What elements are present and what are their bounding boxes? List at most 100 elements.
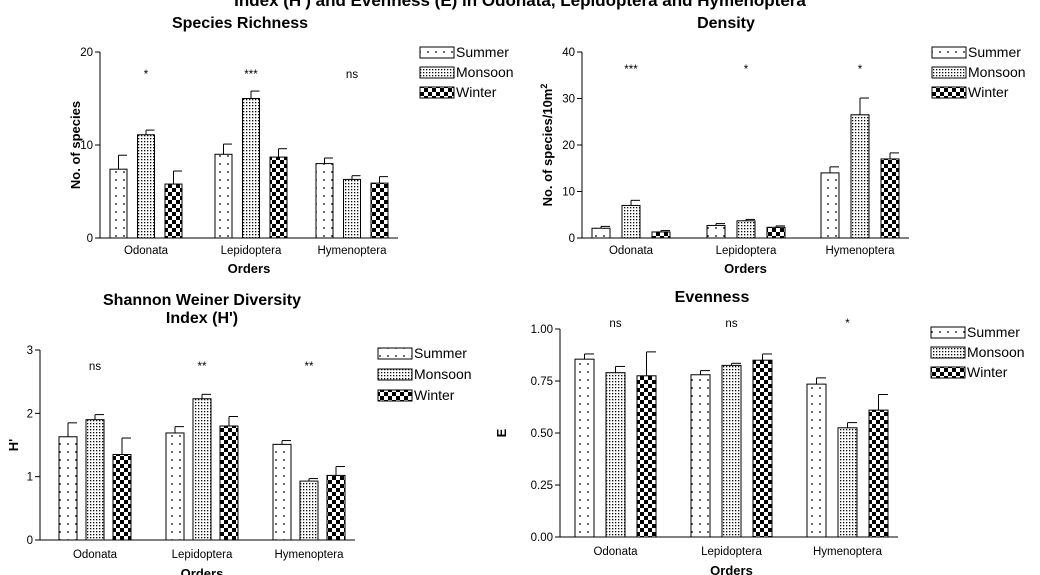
species-richness-y-label: No. of species (68, 101, 83, 189)
shannon-diversity-legend-label-monsoon: Monsoon (414, 366, 472, 382)
shannon-diversity-x-label: Orders (181, 566, 224, 575)
species-richness-y-tick-label: 0 (87, 233, 93, 245)
density-y-tick-label: 30 (562, 94, 575, 106)
shannon-diversity-bar-monsoon-odonata (85, 419, 105, 541)
species-richness-significance-label: * (144, 69, 149, 81)
evenness-y-tick-label: 0.00 (531, 532, 553, 544)
shannon-diversity-y-label: H' (6, 439, 21, 451)
shannon-diversity-bar-winter-lepidoptera (219, 425, 239, 541)
shannon-diversity-bar-monsoon-lepidoptera (192, 398, 212, 541)
species-richness-bar-monsoon-lepidoptera (242, 98, 260, 239)
evenness-x-label: Orders (710, 563, 753, 575)
density-bar-winter-odonata (651, 231, 671, 239)
density-legend-label-winter: Winter (968, 84, 1009, 100)
shannon-diversity-category-label: Odonata (73, 549, 118, 561)
shannon-diversity-bar-summer-lepidoptera (165, 432, 185, 541)
density-y-label: No. of species/10m2 (539, 84, 555, 207)
density-legend-swatch-monsoon (931, 66, 967, 79)
density-significance-label: * (858, 64, 863, 76)
species-richness-legend-label-monsoon: Monsoon (456, 64, 514, 80)
shannon-diversity-title: Index (H') (166, 310, 238, 327)
evenness-bar-winter-hymenoptera (868, 409, 889, 538)
species-richness-bar-summer-odonata (109, 168, 128, 239)
evenness-bar-summer-lepidoptera (690, 374, 711, 538)
density-bar-summer-lepidoptera (706, 224, 726, 239)
figure-title: Index (H') and Evenness (E) in Odonata, … (234, 0, 806, 10)
evenness-category-label: Hymenoptera (813, 546, 883, 558)
evenness-legend-label-monsoon: Monsoon (967, 344, 1025, 360)
evenness-bar-monsoon-odonata (605, 372, 626, 538)
evenness-significance-label: * (845, 318, 850, 330)
evenness-bar-monsoon-lepidoptera (721, 364, 742, 538)
species-richness-bar-summer-hymenoptera (315, 163, 334, 239)
species-richness-bar-winter-lepidoptera (269, 156, 288, 239)
density-chart: Density 0 10 20 30 40 No. of species/10m2 Odona… (539, 15, 1026, 276)
evenness-bar-monsoon-hymenoptera (837, 427, 858, 538)
shannon-diversity-legend-swatch-monsoon (377, 368, 413, 381)
species-richness-significance-label: *** (244, 69, 258, 81)
evenness-chart: Evenness 0.00 0.25 0.50 0.75 1.00 E Odonata ns Le… (494, 289, 1025, 575)
shannon-diversity-y-tick-label: 3 (27, 345, 33, 357)
evenness-legend-swatch-summer (930, 326, 966, 339)
density-y-label-sup: 2 (539, 84, 549, 89)
density-legend-label-summer: Summer (968, 44, 1021, 60)
density-significance-label: * (744, 64, 749, 76)
density-category-label: Lepidoptera (716, 245, 777, 257)
evenness-y-tick-label: 0.25 (531, 480, 553, 492)
evenness-legend-label-summer: Summer (967, 324, 1020, 340)
evenness-bar-summer-hymenoptera (806, 383, 827, 538)
species-richness-legend-swatch-monsoon (419, 66, 455, 79)
density-legend-label-monsoon: Monsoon (968, 64, 1026, 80)
density-title: Density (697, 15, 755, 32)
density-bar-summer-hymenoptera (820, 172, 840, 239)
density-bar-monsoon-hymenoptera (850, 114, 870, 239)
species-richness-chart: Species Richness 0 10 20 No. of species Odona… (68, 15, 514, 276)
species-richness-y-tick-label: 20 (80, 47, 93, 59)
evenness-bar-summer-odonata (574, 358, 595, 538)
shannon-diversity-title: Shannon Weiner Diversity (103, 292, 301, 309)
shannon-diversity-y-tick-label: 1 (27, 472, 33, 484)
evenness-legend-swatch-monsoon (930, 346, 966, 359)
shannon-diversity-category-label: Hymenoptera (274, 549, 344, 561)
evenness-y-tick-label: 0.75 (531, 376, 553, 388)
shannon-diversity-legend-swatch-winter (377, 389, 413, 402)
density-category-label: Hymenoptera (825, 245, 895, 257)
species-richness-y-tick-label: 10 (80, 140, 93, 152)
density-bar-winter-lepidoptera (766, 226, 786, 239)
species-richness-legend-label-summer: Summer (456, 44, 509, 60)
shannon-diversity-bar-monsoon-hymenoptera (299, 480, 319, 541)
species-richness-bar-monsoon-hymenoptera (343, 178, 361, 239)
density-legend-swatch-summer (931, 46, 967, 59)
species-richness-x-label: Orders (228, 261, 271, 276)
evenness-significance-label: ns (725, 318, 737, 330)
shannon-diversity-significance-label: ** (305, 361, 314, 373)
species-richness-legend-label-winter: Winter (456, 84, 497, 100)
species-richness-bar-summer-lepidoptera (214, 153, 233, 239)
density-category-label: Odonata (609, 245, 654, 257)
species-richness-legend-swatch-winter (419, 86, 455, 99)
density-y-tick-label: 20 (562, 140, 575, 152)
density-y-tick-label: 10 (562, 187, 575, 199)
shannon-diversity-bar-summer-hymenoptera (272, 443, 292, 541)
evenness-title: Evenness (675, 289, 750, 306)
density-bar-monsoon-lepidoptera (736, 220, 756, 239)
density-legend-swatch-winter (931, 86, 967, 99)
species-richness-bar-winter-hymenoptera (370, 182, 389, 239)
evenness-category-label: Odonata (593, 546, 638, 558)
evenness-bar-winter-lepidoptera (752, 359, 773, 538)
evenness-y-tick-label: 0.50 (531, 428, 553, 440)
density-x-label: Orders (724, 261, 767, 276)
evenness-y-tick-label: 1.00 (531, 324, 553, 336)
shannon-diversity-legend-swatch-summer (377, 347, 413, 360)
shannon-diversity-bar-winter-hymenoptera (326, 474, 346, 541)
shannon-diversity-y-tick-label: 0 (27, 535, 33, 547)
shannon-diversity-legend-label-winter: Winter (414, 387, 455, 403)
evenness-bar-winter-odonata (636, 375, 657, 538)
species-richness-title: Species Richness (172, 15, 308, 32)
density-bar-winter-hymenoptera (880, 158, 900, 239)
shannon-diversity-bar-summer-odonata (58, 436, 78, 541)
species-richness-category-label: Hymenoptera (317, 245, 387, 257)
species-richness-legend-swatch-summer (419, 46, 455, 59)
